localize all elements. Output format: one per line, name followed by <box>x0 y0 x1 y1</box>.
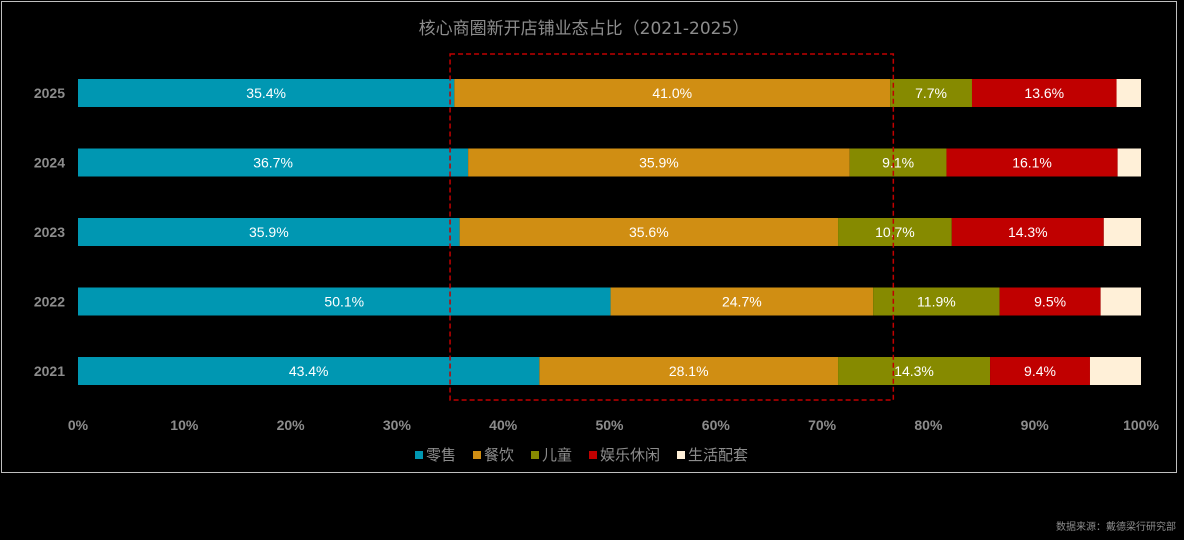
source-note: 数据来源：戴德梁行研究部 <box>1056 522 1176 533</box>
bar-segment <box>1116 79 1141 107</box>
x-tick-label: 70% <box>808 417 837 433</box>
bar-segment <box>1100 287 1141 316</box>
data-label: 36.7% <box>253 155 293 171</box>
data-label: 24.7% <box>722 294 762 310</box>
x-tick-label: 20% <box>277 417 306 433</box>
x-tick-label: 60% <box>702 417 731 433</box>
data-label: 14.3% <box>1008 224 1048 240</box>
bar-segment <box>78 357 540 385</box>
legend-label: 零售 <box>426 446 456 464</box>
y-tick-label: 2025 <box>34 85 65 101</box>
legend-swatch <box>473 451 481 459</box>
x-tick-label: 10% <box>170 417 199 433</box>
legend-swatch <box>677 451 685 459</box>
data-label: 50.1% <box>324 294 364 310</box>
legend-swatch <box>415 451 423 459</box>
bar-segment <box>454 79 891 107</box>
legend-label: 生活配套 <box>688 446 748 464</box>
bar-segment <box>78 287 611 316</box>
bar-segment <box>838 357 991 385</box>
data-label: 16.1% <box>1012 155 1052 171</box>
bar-segment <box>539 357 839 385</box>
legend-label: 餐饮 <box>484 446 514 464</box>
data-label: 43.4% <box>289 363 329 379</box>
bar-segment <box>1089 357 1141 385</box>
x-tick-label: 90% <box>1021 417 1050 433</box>
y-tick-label: 2021 <box>34 363 65 379</box>
bar-segment <box>946 148 1118 177</box>
bar-segment <box>78 79 455 107</box>
data-label: 11.9% <box>917 294 956 310</box>
highlight-box <box>449 53 895 401</box>
data-label: 7.7% <box>915 85 947 101</box>
data-label: 28.1% <box>669 363 709 379</box>
data-label: 9.5% <box>1034 294 1066 310</box>
bar-segment <box>1103 218 1141 246</box>
x-tick-label: 30% <box>383 417 412 433</box>
y-tick-label: 2024 <box>34 155 65 171</box>
x-tick-label: 40% <box>489 417 518 433</box>
x-tick-label: 80% <box>914 417 943 433</box>
data-label: 35.9% <box>249 224 289 240</box>
data-label: 35.9% <box>639 155 679 171</box>
chart-frame <box>1 1 1177 473</box>
bar-segment <box>849 148 947 177</box>
legend-swatch <box>589 451 597 459</box>
stacked-bar-chart: 核心商圈新开店铺业态占比（2021-2025） 2025 35.4% 41.0% 7.7… <box>34 19 1160 464</box>
data-label: 13.6% <box>1024 85 1064 101</box>
bar-segment <box>999 287 1101 316</box>
y-tick-label: 2023 <box>34 224 65 240</box>
x-tick-label: 0% <box>68 417 89 433</box>
bar-segment <box>890 79 972 107</box>
bar-segment <box>1117 148 1141 177</box>
bar-segment <box>78 148 469 177</box>
data-label: 9.1% <box>882 155 914 171</box>
bar-segment <box>971 79 1117 107</box>
bar-segment <box>78 218 460 246</box>
chart-title: 核心商圈新开店铺业态占比（2021-2025） <box>419 19 750 39</box>
x-tick-label: 50% <box>595 417 624 433</box>
legend-swatch <box>531 451 539 459</box>
data-label: 35.6% <box>629 224 669 240</box>
legend-label: 儿童 <box>542 446 572 464</box>
data-label: 35.4% <box>246 85 286 101</box>
y-tick-label: 2022 <box>34 294 65 310</box>
bar-segment <box>873 287 1000 316</box>
bar-segment <box>990 357 1090 385</box>
bar-segment <box>468 148 850 177</box>
data-label: 14.3% <box>894 363 934 379</box>
bar-segment <box>838 218 952 246</box>
bar-segment <box>951 218 1104 246</box>
bar-segment <box>459 218 839 246</box>
bar-segment <box>610 287 874 316</box>
data-label: 9.4% <box>1024 363 1056 379</box>
x-tick-label: 100% <box>1123 417 1159 433</box>
data-label: 41.0% <box>652 85 692 101</box>
data-label: 10.7% <box>875 224 915 240</box>
legend-label: 娱乐休闲 <box>600 446 660 464</box>
